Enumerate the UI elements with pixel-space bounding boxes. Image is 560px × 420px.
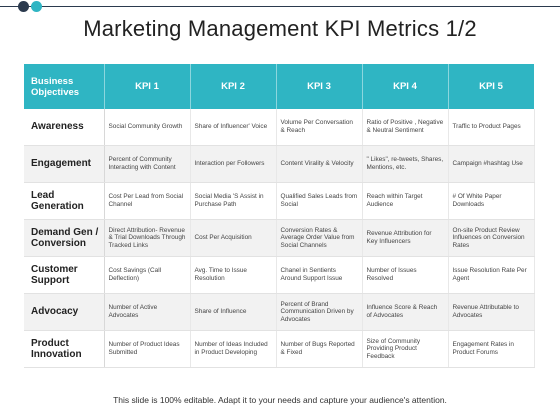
kpi-cell: Influence Score & Reach of Advocates: [362, 293, 449, 331]
kpi-cell: Cost Savings (Call Deflection): [104, 256, 191, 294]
kpi-cell: Number of Product Ideas Submitted: [104, 330, 191, 368]
table-row: Advocacy Number of Active Advocates Shar…: [24, 293, 535, 331]
header-objectives: Business Objectives: [24, 64, 105, 109]
kpi-cell: Share of Influence: [190, 293, 277, 331]
kpi-cell: Conversion Rates & Average Order Value f…: [276, 219, 363, 257]
objective-cell: Lead Generation: [24, 182, 105, 220]
objective-cell: Customer Support: [24, 256, 105, 294]
kpi-cell: # Of White Paper Downloads: [448, 182, 535, 220]
objective-cell: Awareness: [24, 109, 105, 146]
kpi-cell: Direct Attribution- Revenue & Trial Down…: [104, 219, 191, 257]
kpi-cell: Chanel in Sentients Around Support Issue: [276, 256, 363, 294]
kpi-cell: Cost Per Acquisition: [190, 219, 277, 257]
kpi-cell: Share of Influencer' Voice: [190, 109, 277, 146]
kpi-table: Business Objectives KPI 1 KPI 2 KPI 3 KP…: [24, 64, 535, 368]
kpi-cell: Avg. Time to Issue Resolution: [190, 256, 277, 294]
objective-cell: Advocacy: [24, 293, 105, 331]
table-row: Lead Generation Cost Per Lead from Socia…: [24, 182, 535, 220]
kpi-cell: Social Media 'S Assist in Purchase Path: [190, 182, 277, 220]
table-row: Engagement Percent of Community Interact…: [24, 145, 535, 183]
header-kpi-2: KPI 2: [190, 64, 277, 109]
table-row: Demand Gen / Conversion Direct Attributi…: [24, 219, 535, 257]
page-title: Marketing Management KPI Metrics 1/2: [83, 16, 477, 41]
kpi-cell: Size of Community Providing Product Feed…: [362, 330, 449, 368]
kpi-cell: Revenue Attribution for Key Influencers: [362, 219, 449, 257]
kpi-cell: Cost Per Lead from Social Channel: [104, 182, 191, 220]
kpi-cell: Number of Bugs Reported & Fixed: [276, 330, 363, 368]
kpi-cell: Number of Issues Resolved: [362, 256, 449, 294]
kpi-cell: " Likes", re-tweets, Shares, Mentions, e…: [362, 145, 449, 183]
table-row: Awareness Social Community Growth Share …: [24, 109, 535, 146]
kpi-cell: Interaction per Followers: [190, 145, 277, 183]
table-row: Customer Support Cost Savings (Call Defl…: [24, 256, 535, 294]
dark-dot: [18, 1, 29, 12]
kpi-cell: Percent of Brand Communication Driven by…: [276, 293, 363, 331]
kpi-cell: Content Virality & Velocity: [276, 145, 363, 183]
header-row: Business Objectives KPI 1 KPI 2 KPI 3 KP…: [24, 64, 535, 109]
header-kpi-4: KPI 4: [362, 64, 449, 109]
kpi-cell: Volume Per Conversation & Reach: [276, 109, 363, 146]
kpi-cell: On-site Product Review Influences on Con…: [448, 219, 535, 257]
kpi-cell: Number of Active Advocates: [104, 293, 191, 331]
kpi-cell: Social Community Growth: [104, 109, 191, 146]
kpi-cell: Revenue Attributable to Advocates: [448, 293, 535, 331]
top-decoration: [0, 0, 560, 14]
kpi-cell: Ratio of Positive , Negative & Neutral S…: [362, 109, 449, 146]
header-kpi-3: KPI 3: [276, 64, 363, 109]
kpi-cell: Campaign #hashtag Use: [448, 145, 535, 183]
objective-cell: Product Innovation: [24, 330, 105, 368]
kpi-cell: Engagement Rates in Product Forums: [448, 330, 535, 368]
table-row: Product Innovation Number of Product Ide…: [24, 330, 535, 368]
kpi-cell: Traffic to Product Pages: [448, 109, 535, 146]
header-kpi-1: KPI 1: [104, 64, 191, 109]
kpi-cell: Percent of Community Interacting with Co…: [104, 145, 191, 183]
kpi-cell: Issue Resolution Rate Per Agent: [448, 256, 535, 294]
objective-cell: Engagement: [24, 145, 105, 183]
kpi-cell: Qualified Sales Leads from Social: [276, 182, 363, 220]
header-kpi-5: KPI 5: [448, 64, 535, 109]
top-rule: [0, 6, 560, 8]
footer-note: This slide is 100% editable. Adapt it to…: [113, 395, 447, 405]
teal-dot: [31, 1, 42, 12]
kpi-cell: Number of Ideas Included in Product Deve…: [190, 330, 277, 368]
kpi-cell: Reach within Target Audience: [362, 182, 449, 220]
objective-cell: Demand Gen / Conversion: [24, 219, 105, 257]
